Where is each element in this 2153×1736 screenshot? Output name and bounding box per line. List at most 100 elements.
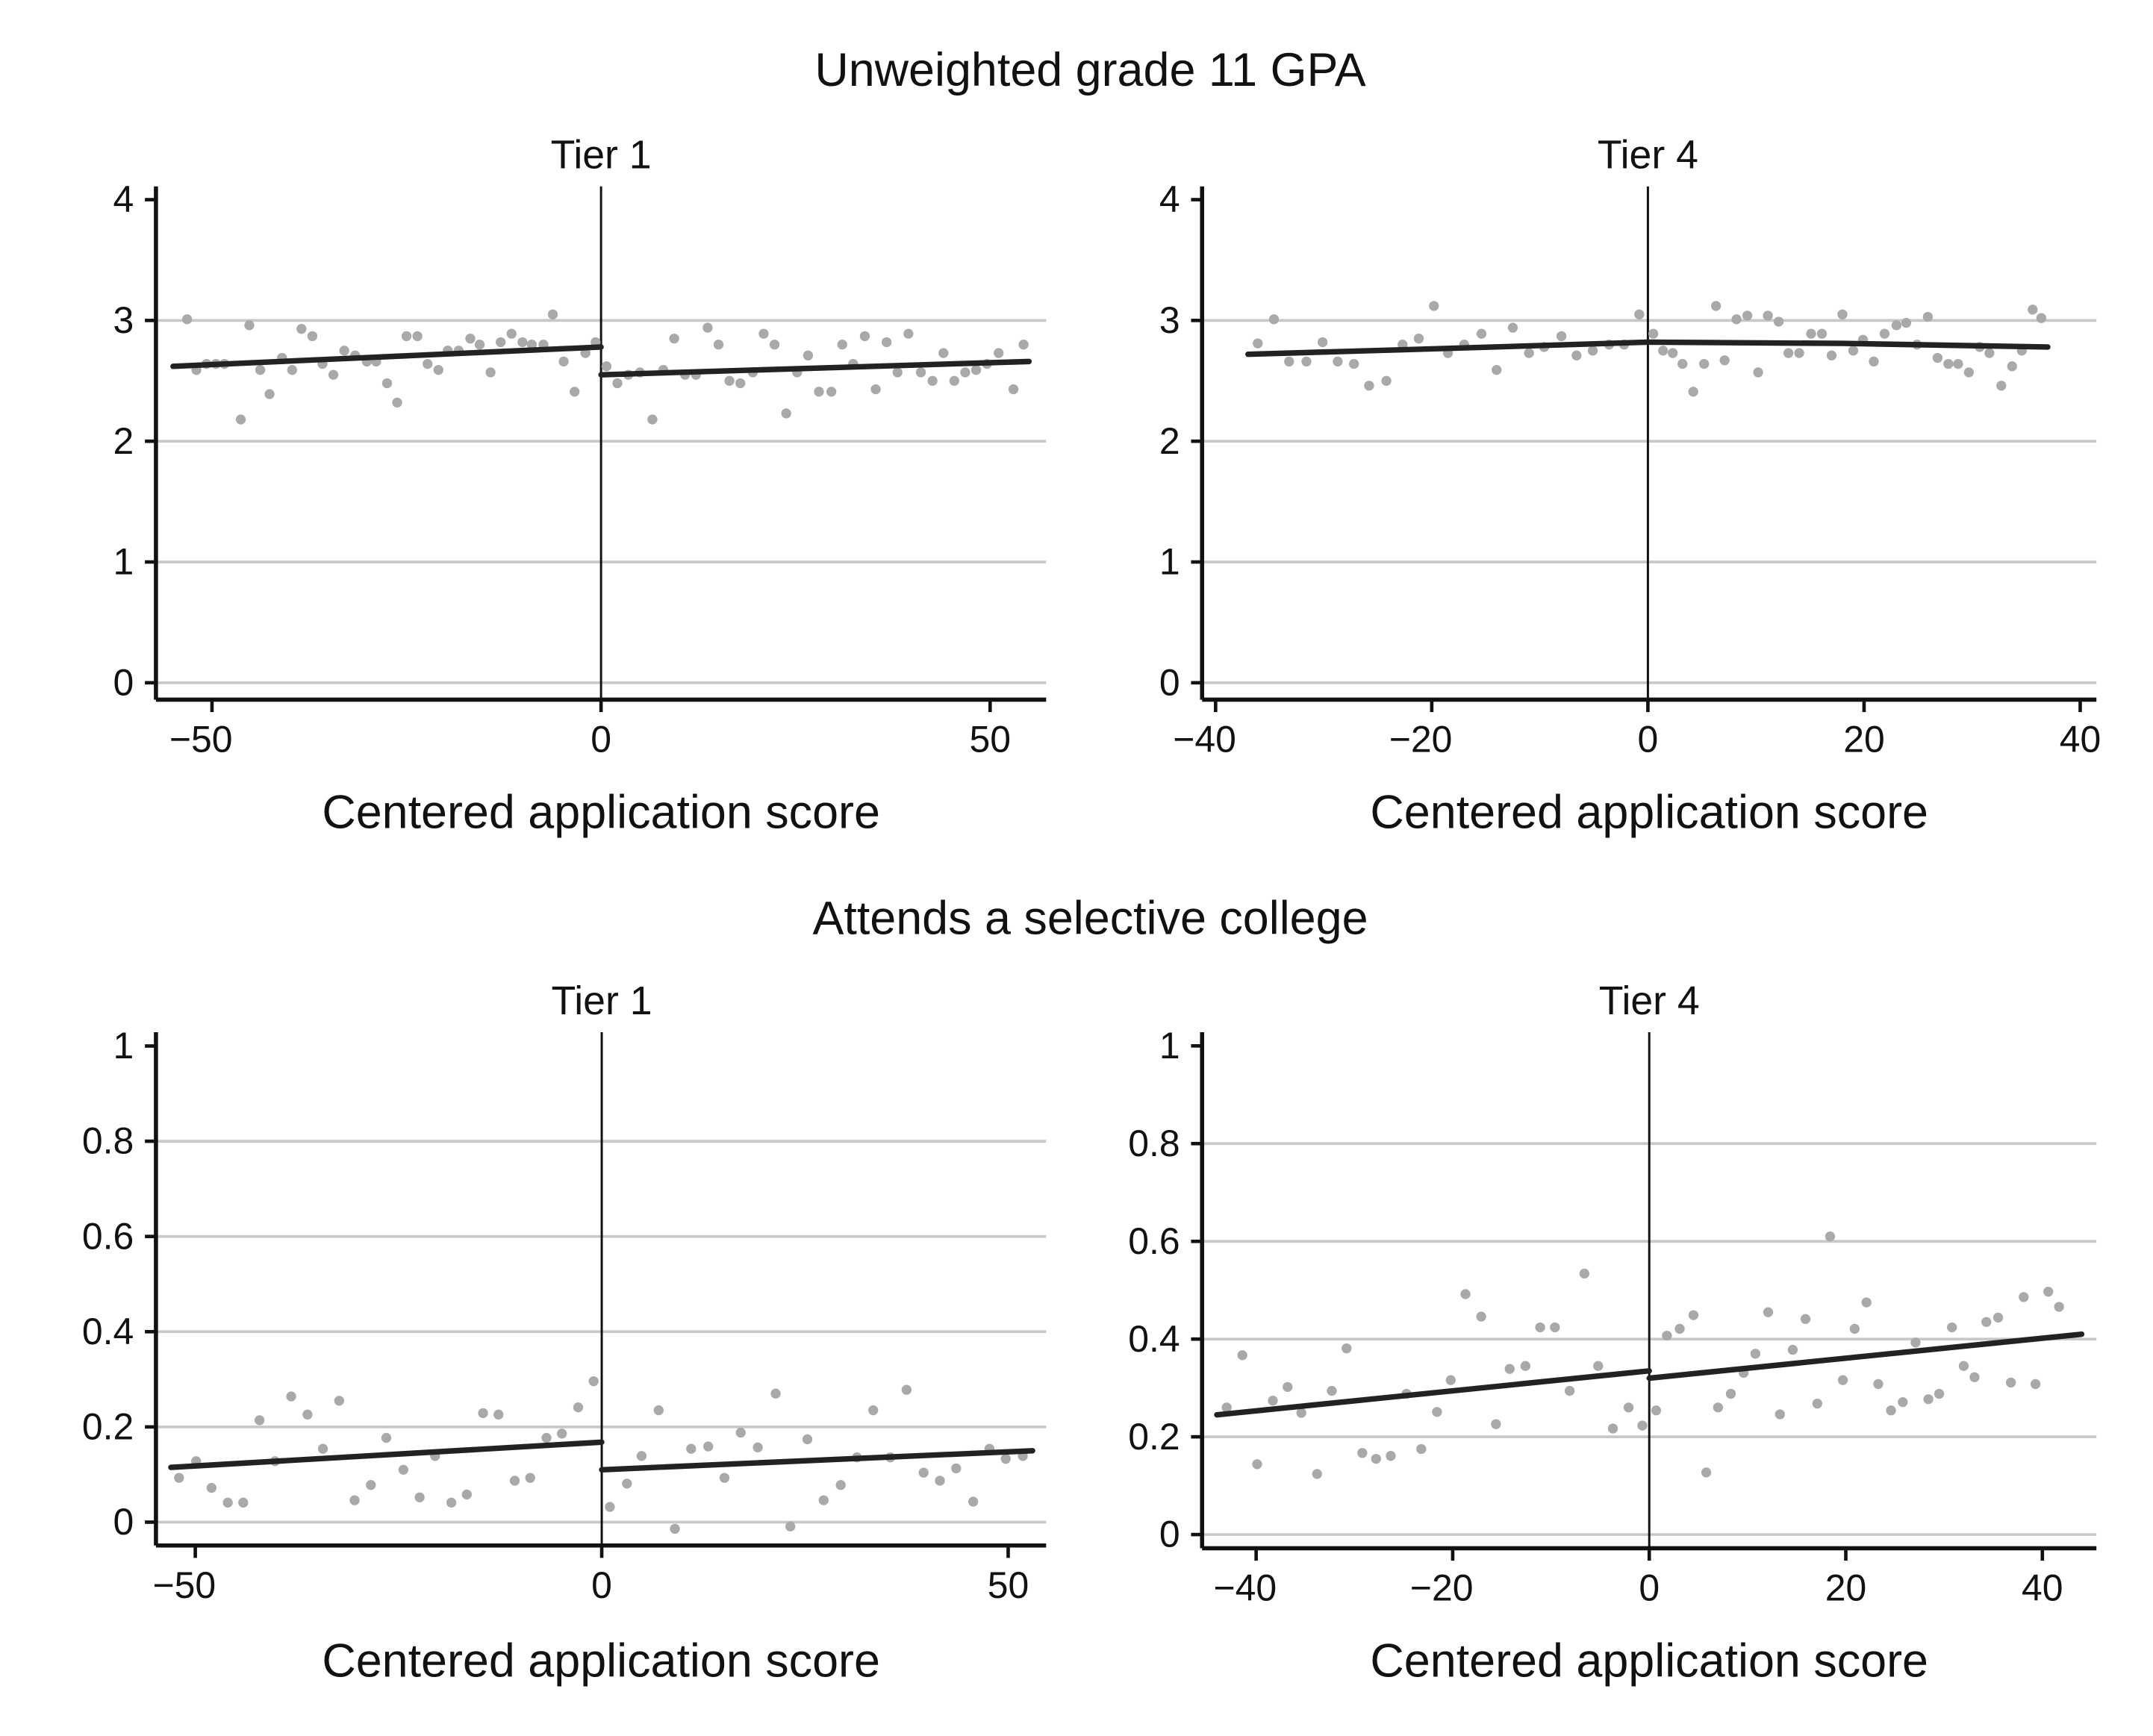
data-point [1763,310,1773,321]
data-point [2030,1379,2041,1390]
data-point [287,365,297,375]
data-point [612,378,623,389]
data-point [517,337,528,348]
y-tick-label: 2 [113,420,134,462]
data-point [1623,1402,1634,1413]
data-point [1445,1375,1456,1385]
data-point [1869,356,1879,367]
x-tick-label: 20 [1825,1567,1867,1609]
data-point [1253,338,1263,349]
data-point [735,378,746,389]
data-point [1837,309,1848,319]
fit-line [168,1439,605,1470]
data-point [412,331,423,342]
data-point [1701,1467,1712,1478]
data-point [1651,1405,1662,1416]
y-tick-label: 0.4 [82,1311,134,1352]
data-point [901,1384,912,1395]
x-tick-label: −50 [169,719,233,761]
data-point [509,1476,520,1486]
data-point [1381,375,1392,386]
data-point [506,328,517,339]
data-point [1947,1322,1957,1333]
y-tick-label: 0.6 [1128,1220,1180,1262]
x-tick-label: 50 [988,1564,1029,1606]
panel-title: Tier 4 [1598,133,1698,178]
data-point [317,1443,328,1454]
data-point [414,1492,425,1502]
y-tick-label: 0.8 [1128,1123,1180,1164]
x-axis-label: Centered application score [322,1634,880,1687]
panel-title: Tier 1 [551,133,652,178]
y-tick-label: 0.4 [1128,1318,1180,1360]
y-tick-label: 1 [1159,541,1180,583]
y-tick-label: 0 [113,1501,134,1543]
data-point [1910,1337,1921,1348]
data-point [753,1442,763,1452]
data-point [1348,358,1359,369]
x-tick-label: −20 [1410,1567,1474,1609]
data-point [735,1427,746,1438]
y-tick-label: 0.2 [1128,1416,1180,1458]
data-point [1753,367,1763,378]
data-point [1221,1402,1232,1413]
data-point [1731,314,1742,325]
data-point [302,1409,313,1420]
data-point [349,1495,360,1505]
data-point [496,337,506,348]
data-point [381,1432,392,1443]
data-point [1296,1408,1306,1418]
data-point [478,1408,488,1419]
data-point [1668,348,1678,358]
data-point [1953,358,1963,369]
data-point [588,1376,599,1387]
data-point [244,320,255,331]
data-point [1719,355,1730,366]
data-point [1992,1312,2004,1323]
data-point [781,408,791,419]
data-point [1507,322,1518,333]
x-axis-label: Centered application score [322,786,880,838]
data-point [525,1473,535,1483]
data-point [1556,331,1567,342]
data-point [2054,1302,2064,1312]
data-point [1662,1330,1672,1341]
fit-line [1646,1331,2085,1381]
data-point [1879,328,1890,339]
data-point [669,333,679,344]
data-point [1816,328,1828,339]
data-point [903,328,914,339]
data-point [951,1463,962,1474]
data-point [605,1502,615,1512]
data-point [493,1409,504,1420]
data-point [949,375,959,386]
data-point [1476,1311,1486,1322]
x-tick-label: 40 [2022,1567,2063,1609]
data-point [222,1497,233,1508]
data-point [1386,1451,1396,1461]
data-point [1492,365,1502,375]
data-point [2019,1292,2029,1302]
data-point [401,331,412,342]
data-point [1504,1364,1515,1374]
y-tick-label: 0 [113,661,134,703]
y-tick-label: 2 [1159,420,1180,462]
data-point [1969,1372,1980,1382]
y-tick-label: 4 [1159,178,1180,220]
data-point [1773,316,1784,327]
data-point [1491,1419,1501,1429]
x-tick-label: 0 [1638,719,1659,761]
x-tick-label: −50 [152,1564,216,1606]
data-point [702,322,713,333]
data-point [1342,1343,1352,1354]
data-point [770,1388,781,1399]
data-point [1579,1268,1589,1279]
data-point [2007,361,2017,372]
y-tick-label: 0.6 [82,1215,134,1257]
data-point [1520,1361,1531,1371]
data-point [1371,1453,1381,1464]
data-point [622,1479,632,1489]
data-point [960,367,970,378]
data-point [870,384,881,395]
